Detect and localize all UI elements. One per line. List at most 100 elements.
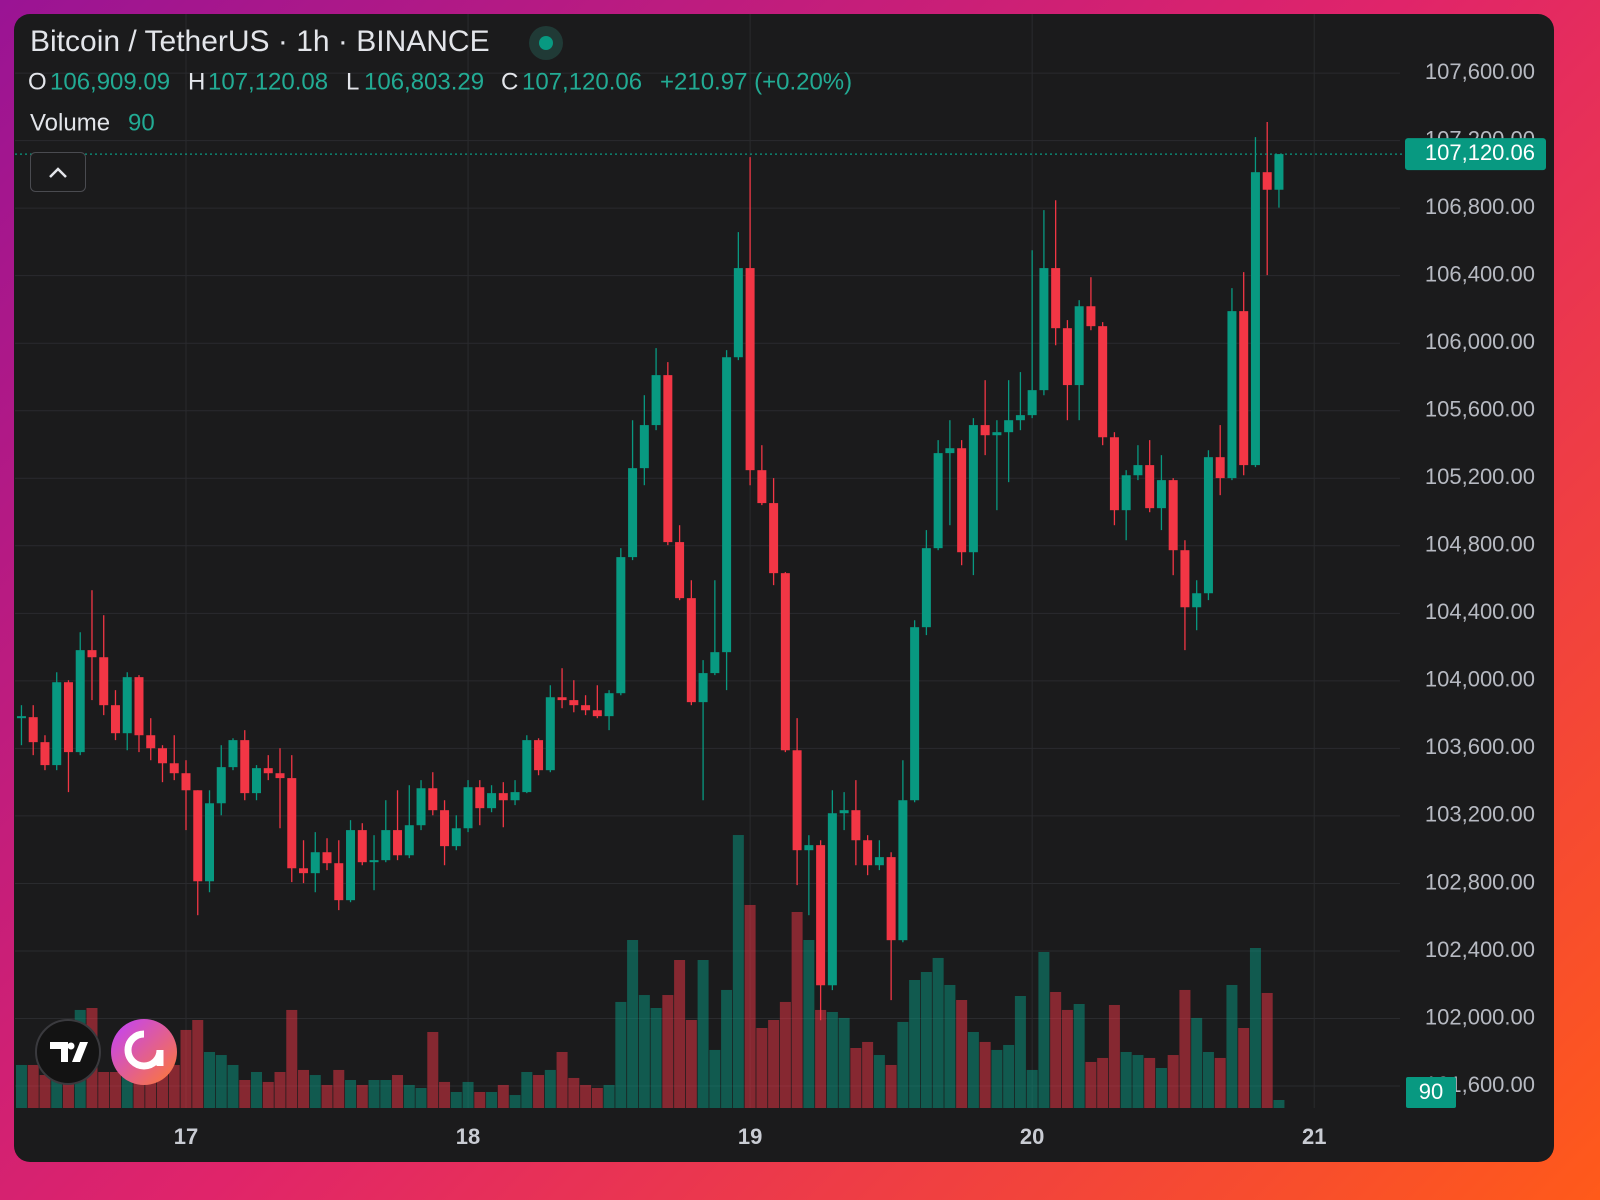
candle-body — [1086, 306, 1096, 327]
candle-body — [792, 750, 802, 851]
y-tick-label: 107,600.00 — [1425, 59, 1535, 84]
candle-body — [780, 573, 790, 751]
volume-bar — [1202, 1052, 1214, 1108]
candle-body — [874, 857, 884, 866]
candle-body — [275, 773, 285, 779]
candle-body — [639, 425, 649, 469]
candle-body — [487, 793, 497, 809]
candle-body — [287, 778, 297, 869]
volume-bar — [1050, 992, 1062, 1108]
candle-body — [169, 763, 179, 774]
volume-bar — [662, 995, 674, 1108]
y-tick-label: 102,400.00 — [1425, 937, 1535, 962]
volume-bar — [15, 1064, 27, 1108]
volume-bar — [251, 1072, 263, 1108]
volume-bar — [873, 1055, 885, 1108]
candle-body — [263, 768, 273, 774]
volume-bar — [262, 1081, 274, 1108]
candle-body — [992, 432, 1002, 436]
candle-body — [757, 470, 767, 504]
candle-body — [428, 788, 438, 811]
volume-bar — [862, 1041, 874, 1108]
last-volume-label: 90 — [1419, 1079, 1443, 1104]
candle-body — [910, 627, 920, 801]
logos — [35, 1019, 177, 1085]
candle-body — [534, 740, 544, 771]
volume-bar — [709, 1049, 721, 1108]
candle-body — [451, 828, 461, 847]
candle-body — [310, 852, 320, 874]
volume-bar — [744, 904, 756, 1108]
candle-body — [733, 268, 743, 358]
candle-body — [28, 717, 38, 743]
low-value: 106,803.29 — [364, 68, 484, 95]
volume-bar — [1097, 1057, 1109, 1108]
volume-bar — [1191, 1017, 1203, 1108]
volume-bar — [1120, 1052, 1132, 1108]
volume-bar — [650, 1008, 662, 1108]
volume-bar — [1155, 1068, 1167, 1108]
volume-bar — [1014, 996, 1026, 1108]
y-tick-label: 105,200.00 — [1425, 464, 1535, 489]
volume-bar — [1238, 1028, 1250, 1108]
volume-bar — [462, 1081, 474, 1108]
candle-body — [769, 503, 779, 574]
volume-bar — [333, 1069, 345, 1108]
candle-body — [75, 650, 85, 753]
volume-bar — [486, 1092, 498, 1108]
volume-bar — [721, 989, 733, 1108]
volume-bar — [145, 1069, 157, 1108]
volume-key: Volume — [30, 109, 110, 136]
volume-bar — [932, 957, 944, 1108]
last-price-badge — [1405, 138, 1546, 171]
volume-bar — [450, 1092, 462, 1108]
candle-body — [181, 773, 191, 791]
candle-body — [980, 425, 990, 436]
collapse-button[interactable] — [30, 152, 86, 192]
x-tick-label: 18 — [456, 1124, 480, 1149]
candle-body — [1133, 465, 1143, 476]
volume-bar — [1003, 1044, 1015, 1108]
volume-bar — [1038, 952, 1050, 1108]
candle-body — [1015, 415, 1025, 421]
y-tick-label: 103,600.00 — [1425, 734, 1535, 759]
volume-bar — [956, 1000, 968, 1108]
volume-bar — [885, 1064, 897, 1108]
volume-bar — [27, 1064, 39, 1108]
volume-bar — [768, 1020, 780, 1108]
candle-body — [675, 542, 685, 599]
y-tick-label: 103,200.00 — [1425, 802, 1535, 827]
candle-body — [381, 830, 391, 861]
candle-body — [863, 840, 873, 866]
volume-bar — [286, 1009, 298, 1108]
volume-bar — [39, 1075, 51, 1108]
y-tick-label: 102,800.00 — [1425, 869, 1535, 894]
app-logo[interactable] — [111, 1019, 177, 1085]
volume-bar — [356, 1084, 368, 1108]
volume-bar — [779, 1001, 791, 1108]
volume-bar — [368, 1080, 380, 1108]
volume-bar — [991, 1049, 1003, 1108]
candle-body — [498, 793, 508, 801]
candle-body — [322, 852, 332, 864]
volume-bar — [1167, 1055, 1179, 1108]
candle-body — [216, 767, 226, 804]
header: Bitcoin / TetherUS · 1h · BINANCE O 106,… — [28, 25, 852, 192]
volume-bar — [944, 984, 956, 1108]
volume-bar — [627, 940, 639, 1108]
volume-bar — [403, 1084, 415, 1108]
candle-body — [1156, 480, 1166, 509]
volume-bar — [392, 1075, 404, 1108]
candle-body — [1098, 326, 1108, 438]
volume-bar — [521, 1072, 533, 1108]
volume-bar — [850, 1048, 862, 1108]
candle-body — [193, 790, 203, 882]
volume-bar — [509, 1095, 521, 1108]
candle-body — [804, 845, 814, 851]
volume-bar — [544, 1069, 556, 1108]
candle-body — [569, 700, 579, 706]
status-dot — [539, 36, 553, 50]
candle-body — [393, 830, 403, 856]
candle-body — [604, 693, 614, 717]
